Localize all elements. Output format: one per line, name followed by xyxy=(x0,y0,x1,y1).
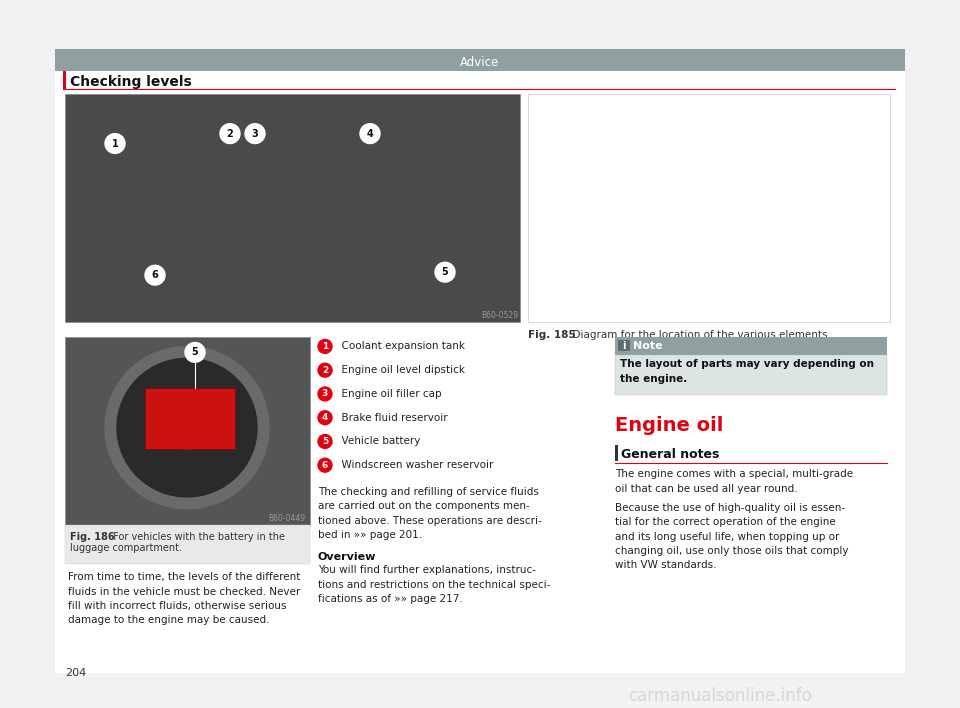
Bar xyxy=(65,94,520,321)
Circle shape xyxy=(435,262,455,282)
Text: carmanualsonline.info: carmanualsonline.info xyxy=(628,687,812,705)
Text: 2: 2 xyxy=(227,129,233,139)
Text: 3: 3 xyxy=(322,389,328,399)
Text: i: i xyxy=(622,341,626,351)
Circle shape xyxy=(318,435,332,448)
Text: General notes: General notes xyxy=(621,448,719,461)
Text: For vehicles with the battery in the: For vehicles with the battery in the xyxy=(107,532,285,542)
Text: 204: 204 xyxy=(65,668,86,678)
Text: The checking and refilling of service fluids
are carried out on the components m: The checking and refilling of service fl… xyxy=(318,487,541,540)
Bar xyxy=(615,355,887,395)
Circle shape xyxy=(318,458,332,472)
Text: 4: 4 xyxy=(322,413,328,422)
Bar xyxy=(65,336,310,525)
Text: 6: 6 xyxy=(152,270,158,280)
Text: Checking levels: Checking levels xyxy=(70,75,192,89)
Text: Diagram for the location of the various elements.: Diagram for the location of the various … xyxy=(566,330,830,340)
Text: Fig. 186: Fig. 186 xyxy=(70,532,114,542)
Circle shape xyxy=(318,363,332,377)
Circle shape xyxy=(105,346,269,509)
Bar xyxy=(55,50,905,72)
Text: 5: 5 xyxy=(442,267,448,278)
Text: Fig. 185: Fig. 185 xyxy=(528,330,576,340)
Bar xyxy=(618,340,630,351)
Text: Because the use of high-quality oil is essen-
tial for the correct operation of : Because the use of high-quality oil is e… xyxy=(615,503,849,571)
Text: luggage compartment.: luggage compartment. xyxy=(70,544,182,554)
Circle shape xyxy=(318,411,332,425)
Text: Engine oil: Engine oil xyxy=(615,416,724,435)
Circle shape xyxy=(245,124,265,144)
Text: The engine comes with a special, multi-grade
oil that can be used all year round: The engine comes with a special, multi-g… xyxy=(615,469,853,493)
Text: From time to time, the levels of the different
fluids in the vehicle must be che: From time to time, the levels of the dif… xyxy=(68,572,300,625)
Text: 3: 3 xyxy=(252,129,258,139)
Bar xyxy=(63,72,66,89)
Text: 6: 6 xyxy=(322,461,328,469)
Bar xyxy=(55,50,905,673)
Bar xyxy=(65,525,310,564)
Circle shape xyxy=(105,134,125,154)
Text: 1: 1 xyxy=(322,342,328,351)
Text: 5: 5 xyxy=(192,348,199,358)
Text: 1: 1 xyxy=(111,139,118,149)
Circle shape xyxy=(185,343,205,362)
Text: Brake fluid reservoir: Brake fluid reservoir xyxy=(335,413,447,423)
Text: Advice: Advice xyxy=(461,56,499,69)
Text: B60-0529: B60-0529 xyxy=(481,311,518,320)
Text: Windscreen washer reservoir: Windscreen washer reservoir xyxy=(335,460,493,470)
Circle shape xyxy=(165,406,209,450)
Bar xyxy=(615,445,618,461)
Bar xyxy=(615,336,887,355)
Text: Engine oil filler cap: Engine oil filler cap xyxy=(335,389,442,399)
Text: 2: 2 xyxy=(322,366,328,375)
Bar xyxy=(528,94,890,321)
Circle shape xyxy=(145,266,165,285)
Text: 5: 5 xyxy=(322,437,328,446)
Text: Engine oil level dipstick: Engine oil level dipstick xyxy=(335,365,465,375)
Circle shape xyxy=(318,340,332,353)
Text: Overview: Overview xyxy=(318,552,376,562)
Text: Note: Note xyxy=(633,341,662,351)
Circle shape xyxy=(318,387,332,401)
Text: Vehicle battery: Vehicle battery xyxy=(335,436,420,447)
Circle shape xyxy=(360,124,380,144)
Circle shape xyxy=(220,124,240,144)
Text: 4: 4 xyxy=(367,129,373,139)
Text: B60-0449: B60-0449 xyxy=(268,513,305,523)
Bar xyxy=(145,388,235,450)
Text: You will find further explanations, instruc-
tions and restrictions on the techn: You will find further explanations, inst… xyxy=(318,565,550,604)
Text: The layout of parts may vary depending on
the engine.: The layout of parts may vary depending o… xyxy=(620,359,874,384)
Circle shape xyxy=(117,358,257,497)
Text: Coolant expansion tank: Coolant expansion tank xyxy=(335,341,465,351)
